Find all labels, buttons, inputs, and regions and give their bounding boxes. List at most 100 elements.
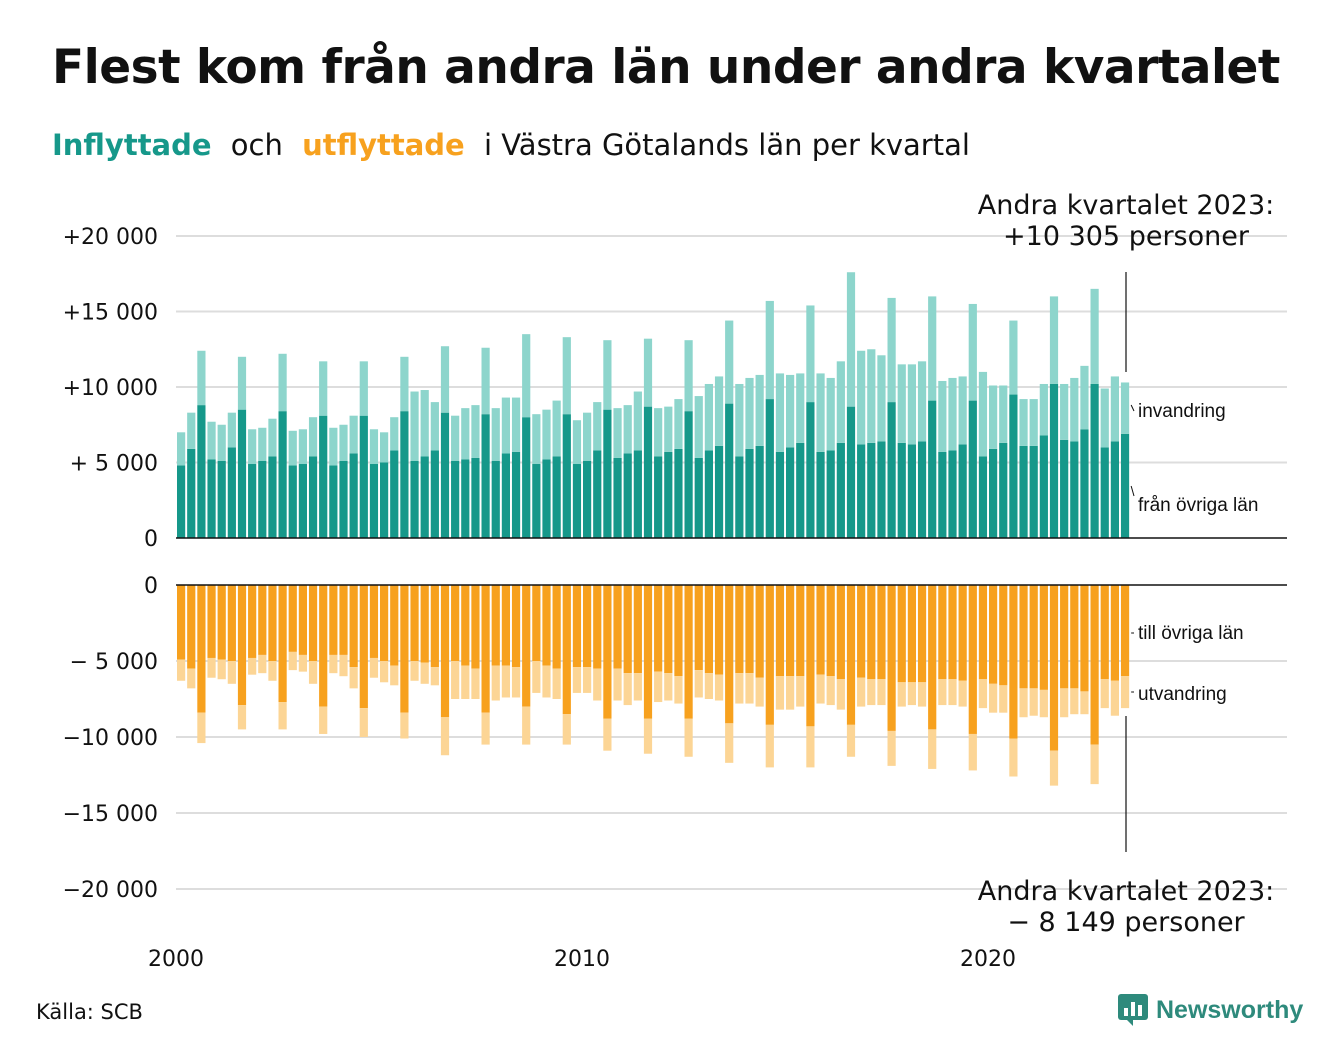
bar-fran-ovriga-lan bbox=[907, 444, 916, 538]
bar-fran-ovriga-lan bbox=[867, 442, 876, 538]
bar-invandring bbox=[603, 340, 612, 410]
bar-till-ovriga-lan bbox=[572, 585, 582, 668]
bar-utvandring bbox=[887, 730, 896, 766]
bar-till-ovriga-lan bbox=[1009, 585, 1018, 739]
bar-utvandring bbox=[664, 673, 673, 701]
bar-till-ovriga-lan bbox=[593, 585, 602, 669]
bar-fran-ovriga-lan bbox=[887, 402, 896, 538]
bar-till-ovriga-lan bbox=[532, 585, 541, 661]
bar-utvandring bbox=[786, 676, 795, 710]
bar-invandring bbox=[806, 305, 815, 403]
bar-till-ovriga-lan bbox=[248, 585, 257, 658]
bar-invandring bbox=[278, 353, 287, 412]
y-tick-label-bottom: −15 000 bbox=[63, 802, 158, 827]
bar-utvandring bbox=[511, 667, 521, 698]
bar-fran-ovriga-lan bbox=[643, 406, 653, 538]
bar-utvandring bbox=[938, 679, 947, 706]
bar-utvandring bbox=[207, 657, 216, 678]
bar-fran-ovriga-lan bbox=[197, 405, 206, 538]
bar-till-ovriga-lan bbox=[177, 585, 186, 660]
bar-invandring bbox=[765, 300, 774, 400]
bar-invandring bbox=[958, 376, 967, 445]
subtitle-och: och bbox=[230, 128, 283, 162]
bar-fran-ovriga-lan bbox=[248, 464, 257, 538]
bar-fran-ovriga-lan bbox=[532, 464, 541, 538]
bar-till-ovriga-lan bbox=[775, 585, 785, 677]
bar-utvandring bbox=[755, 677, 764, 707]
bar-fran-ovriga-lan bbox=[603, 409, 612, 538]
y-tick-label-bottom: −20 000 bbox=[63, 878, 158, 903]
bar-fran-ovriga-lan bbox=[258, 460, 267, 538]
bar-till-ovriga-lan bbox=[501, 585, 510, 666]
bar-till-ovriga-lan bbox=[836, 585, 845, 680]
bar-till-ovriga-lan bbox=[613, 585, 622, 669]
bar-invandring bbox=[978, 371, 988, 457]
bar-invandring bbox=[623, 405, 632, 454]
bar-invandring bbox=[491, 408, 500, 461]
bar-invandring bbox=[532, 414, 541, 465]
newsworthy-logo-text: Newsworthy bbox=[1156, 995, 1304, 1024]
bar-fran-ovriga-lan bbox=[877, 441, 886, 538]
bar-invandring bbox=[420, 390, 429, 457]
bar-utvandring bbox=[583, 667, 592, 693]
bar-utvandring bbox=[400, 712, 409, 739]
bar-utvandring bbox=[369, 657, 379, 678]
bar-fran-ovriga-lan bbox=[583, 460, 592, 538]
bar-fran-ovriga-lan bbox=[187, 448, 196, 538]
bar-invandring bbox=[643, 338, 653, 407]
bar-utvandring bbox=[329, 654, 338, 674]
bar-fran-ovriga-lan bbox=[400, 411, 409, 538]
bar-utvandring bbox=[836, 679, 845, 710]
bar-utvandring bbox=[349, 667, 358, 689]
bar-utvandring bbox=[714, 674, 724, 701]
bar-invandring bbox=[928, 296, 937, 401]
bar-utvandring bbox=[1049, 750, 1059, 786]
subtitle-inflyttade: Inflyttade bbox=[52, 128, 212, 162]
series-label-utvandring: utvandring bbox=[1138, 684, 1227, 705]
bar-invandring bbox=[237, 356, 247, 410]
newsworthy-logo-icon bbox=[1118, 994, 1148, 1026]
bar-till-ovriga-lan bbox=[755, 585, 764, 678]
bar-utvandring bbox=[430, 667, 439, 686]
bar-invandring bbox=[948, 377, 957, 451]
x-tick-label: 2010 bbox=[554, 947, 610, 972]
bar-till-ovriga-lan bbox=[319, 585, 328, 707]
bar-fran-ovriga-lan bbox=[1120, 433, 1130, 538]
bar-invandring bbox=[704, 383, 713, 451]
bar-invandring bbox=[1090, 288, 1099, 384]
bar-till-ovriga-lan bbox=[948, 585, 957, 680]
bar-utvandring bbox=[268, 661, 277, 681]
bar-invandring bbox=[197, 350, 206, 406]
bar-fran-ovriga-lan bbox=[369, 464, 379, 538]
bar-utvandring bbox=[877, 679, 886, 706]
bar-till-ovriga-lan bbox=[471, 585, 480, 669]
bar-invandring bbox=[562, 337, 571, 415]
bar-till-ovriga-lan bbox=[846, 585, 856, 725]
bar-utvandring bbox=[177, 659, 186, 681]
bar-utvandring bbox=[643, 718, 653, 754]
bar-invandring bbox=[654, 408, 663, 457]
bar-utvandring bbox=[826, 676, 835, 706]
bar-fran-ovriga-lan bbox=[694, 457, 703, 538]
bar-fran-ovriga-lan bbox=[451, 460, 460, 538]
bar-utvandring bbox=[481, 712, 490, 745]
bar-fran-ovriga-lan bbox=[684, 411, 693, 538]
bar-invandring bbox=[877, 355, 886, 442]
bar-utvandring bbox=[796, 676, 805, 707]
bar-till-ovriga-lan bbox=[187, 585, 196, 669]
bar-invandring bbox=[897, 364, 906, 443]
bar-fran-ovriga-lan bbox=[227, 447, 236, 538]
bar-utvandring bbox=[1090, 744, 1099, 785]
y-tick-label-top: +20 000 bbox=[63, 225, 158, 250]
chart-title: Flest kom från andra län under andra kva… bbox=[52, 40, 1280, 95]
bar-utvandring bbox=[1070, 688, 1079, 715]
bar-fran-ovriga-lan bbox=[735, 456, 744, 538]
y-tick-label-bottom: −10 000 bbox=[63, 726, 158, 751]
bar-till-ovriga-lan bbox=[511, 585, 521, 668]
bar-till-ovriga-lan bbox=[725, 585, 734, 724]
bar-till-ovriga-lan bbox=[765, 585, 774, 725]
bar-fran-ovriga-lan bbox=[938, 451, 947, 538]
bar-fran-ovriga-lan bbox=[1029, 445, 1038, 538]
x-tick-label: 2020 bbox=[960, 947, 1016, 972]
bar-till-ovriga-lan bbox=[958, 585, 967, 681]
